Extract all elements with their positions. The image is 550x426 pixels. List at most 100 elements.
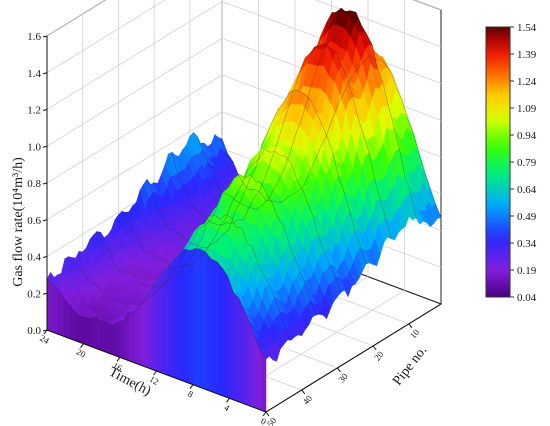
- z-tick-mark: [42, 72, 48, 75]
- z-tick-mark: [42, 256, 48, 258]
- surface-side: [189, 248, 196, 386]
- colorbar-tick-label: 1.54: [517, 22, 537, 34]
- surface-contour: [171, 43, 392, 239]
- z-tick-label: 0.2: [27, 288, 41, 300]
- surface-side: [227, 276, 234, 401]
- surface-side: [211, 258, 217, 394]
- time-tick-label: 0: [259, 416, 268, 426]
- z-tick-label: 1.4: [27, 68, 41, 80]
- surface-side: [194, 248, 201, 388]
- z-tick-label: 0.0: [27, 325, 41, 337]
- pipe-tick-mark: [337, 367, 341, 373]
- surface-plot: [46, 7, 442, 413]
- pipe-axis-line: [265, 303, 442, 413]
- pipe-tick-label: 40: [301, 393, 315, 407]
- surface-side: [90, 316, 97, 349]
- surface-side: [52, 283, 59, 335]
- surface-contour: [196, 10, 417, 218]
- surface-side: [117, 320, 124, 360]
- time-tick-label: 4: [223, 402, 232, 413]
- grid-line: [46, 1, 223, 110]
- pipe-tick-mark: [408, 323, 413, 329]
- surface-side: [238, 297, 245, 405]
- surface-side: [243, 309, 250, 407]
- surface-side: [46, 278, 53, 333]
- surface-side: [128, 311, 135, 364]
- surface-side: [96, 316, 103, 351]
- pipe-tick-label: 30: [336, 371, 350, 385]
- colorbar-tick-label: 0.79: [517, 157, 537, 169]
- surface-contour: [46, 248, 267, 360]
- colorbar-tick-label: 1.39: [517, 49, 537, 61]
- surface-contour: [71, 214, 292, 341]
- x-axis-title: Time(h): [106, 365, 153, 400]
- surface-side: [200, 248, 207, 390]
- surface-contour: [121, 149, 342, 293]
- grid-line: [46, 0, 166, 74]
- time-tick-mark: [43, 329, 48, 335]
- colorbar-tick-label: 0.34: [517, 238, 537, 250]
- grid-line: [46, 111, 223, 221]
- z-tick-label: 1.0: [27, 141, 41, 153]
- surface-side: [221, 267, 228, 398]
- colorbar-tick-label: 0.94: [517, 130, 537, 142]
- z-tick-mark: [42, 182, 48, 185]
- z-tick-label: 0.4: [27, 252, 41, 264]
- pipe-tick-label: 50: [265, 415, 279, 426]
- pipe-tick-mark: [265, 411, 270, 417]
- z-tick-mark: [42, 145, 48, 148]
- time-tick-mark: [80, 343, 84, 348]
- surface-side: [101, 320, 108, 353]
- pipe-tick-mark: [301, 389, 306, 395]
- colorbar-tick-label: 0.64: [517, 184, 537, 196]
- surface-side: [106, 322, 113, 355]
- surface-side: [134, 305, 141, 366]
- z-tick-mark: [42, 109, 48, 111]
- time-tick-mark: [189, 384, 194, 389]
- surface-side: [183, 248, 190, 384]
- z-tick-mark: [42, 219, 48, 222]
- surface-side: [232, 291, 239, 403]
- surface-side: [216, 260, 223, 396]
- grid-line: [46, 0, 107, 37]
- time-tick-mark: [153, 370, 157, 376]
- pipe-tick-mark: [372, 345, 377, 351]
- y-axis-title: Pipe no.: [390, 343, 430, 388]
- surface-side: [85, 317, 92, 347]
- z-tick-label: 1.6: [27, 31, 41, 43]
- time-tick-label: 8: [186, 389, 195, 400]
- surface-side: [145, 288, 152, 370]
- colorbar-tick-label: 1.09: [517, 103, 537, 115]
- z-tick-mark: [42, 35, 48, 38]
- pipe-tick-label: 10: [408, 327, 422, 341]
- surface-side: [260, 350, 267, 413]
- surface-contour: [221, 54, 442, 218]
- colorbar: 0.04 0.19 0.34 0.49 0.64 0.79 0.94 1.09 1.24 1.39…: [485, 22, 537, 304]
- time-tick-mark: [262, 411, 267, 417]
- colorbar-tick-label: 0.04: [517, 292, 537, 304]
- grid-line: [46, 74, 223, 184]
- surface-side: [112, 321, 119, 357]
- colorbar-tick-label: 0.49: [517, 211, 537, 223]
- z-tick-label: 0.8: [27, 178, 41, 190]
- z-tick-label: 0.6: [27, 215, 41, 227]
- z-axis-title: Gas flow rate(10⁴m³/h): [11, 157, 26, 287]
- z-tick-label: 1.2: [27, 105, 41, 117]
- surface-contour: [96, 174, 317, 316]
- surface-side: [79, 316, 86, 345]
- surface-contour: [146, 89, 367, 264]
- z-tick-mark: [42, 292, 48, 295]
- colorbar-bar: [485, 26, 511, 298]
- surface-side: [139, 297, 146, 368]
- colorbar-tick-label: 0.19: [517, 265, 537, 277]
- time-tick-mark: [226, 398, 230, 403]
- colorbar-tick-label: 1.24: [517, 76, 537, 88]
- surface-side: [178, 248, 185, 382]
- surface-side: [63, 297, 70, 339]
- time-tick-label: 20: [75, 346, 88, 359]
- surface-side: [205, 251, 212, 392]
- grid-line: [46, 37, 223, 147]
- pipe-tick-label: 20: [372, 349, 386, 363]
- time-tick-label: 12: [148, 374, 161, 387]
